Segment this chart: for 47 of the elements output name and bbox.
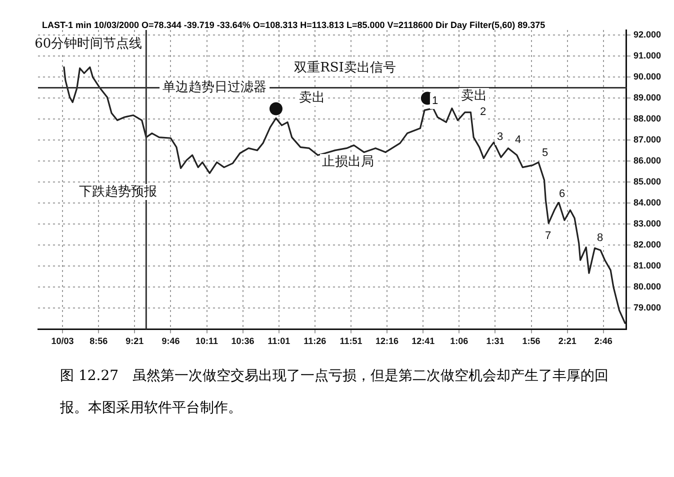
x-tick-label: 12:41 [412,336,435,346]
annotation: 4 [514,134,522,146]
ref-line-label: 单边趋势日过滤器 [162,80,267,96]
annotation: 双重RSI卖出信号 [294,60,396,76]
x-tick-label: 11:51 [340,336,362,346]
annotation: 1 [432,95,438,108]
annotation: 止损出局 [322,154,374,170]
x-tick-label: 10:36 [231,336,254,346]
annotation: 7 [544,230,552,242]
y-tick-label: 89.000 [633,92,662,103]
y-tick-label: 87.000 [633,134,662,145]
annotation: 卖出 [461,88,487,104]
y-tick-label: 85.000 [633,176,662,187]
x-tick-label: 12:16 [376,336,399,346]
x-tick-label: 11:01 [268,336,290,346]
x-tick-label: 9:46 [162,336,180,346]
y-tick-label: 81.000 [633,260,662,271]
annotation: 3 [496,131,504,144]
y-tick-label: 88.000 [633,114,662,124]
annotation: 5 [542,147,548,160]
x-tick-label: 11:26 [304,336,326,346]
y-tick-label: 92.000 [633,30,662,40]
x-tick-label: 2:21 [558,336,576,346]
y-tick-label: 79.000 [633,302,662,313]
y-tick-label: 84.000 [633,198,662,208]
y-tick-label: 82.000 [633,240,662,250]
x-tick-label: 10:11 [195,336,218,346]
chart-subtitle: LAST-1 min 10/03/2000 O=78.344 -39.719 -33.64% O=108.313 H=113.813 L=85.000 V=2118600 Dir Day Filter(5,60) 89.375 [42,20,546,30]
y-tick-label: 90.000 [633,72,662,82]
annotation: 6 [558,188,566,200]
x-tick-label: 1:56 [522,336,540,346]
annotation: 2 [480,106,486,118]
y-tick-label: 83.000 [633,218,662,229]
caption: 图 12.27 虽然第一次做空交易出现了一点亏损，但是第二次做空机会却产生了丰厚的回报。本图采用软件平台制作。 [60,367,610,418]
ref-line-label: 60分钟时间节点线 [34,36,142,52]
annotation: 下跌趋势预报 [79,184,157,200]
x-tick-label: 9:21 [126,336,144,346]
y-tick-label: 91.000 [633,50,662,61]
annotation: 卖出 [299,90,325,106]
x-tick-label: 1:31 [486,336,504,346]
y-tick-label: 86.000 [633,156,662,166]
x-tick-label: 10/03 [51,336,74,346]
annotation: 8 [596,232,604,244]
x-tick-label: 8:56 [90,336,108,346]
y-tick-label: 80.000 [633,282,662,292]
x-tick-label: 1:06 [450,336,468,346]
x-tick-label: 2:46 [594,336,612,346]
